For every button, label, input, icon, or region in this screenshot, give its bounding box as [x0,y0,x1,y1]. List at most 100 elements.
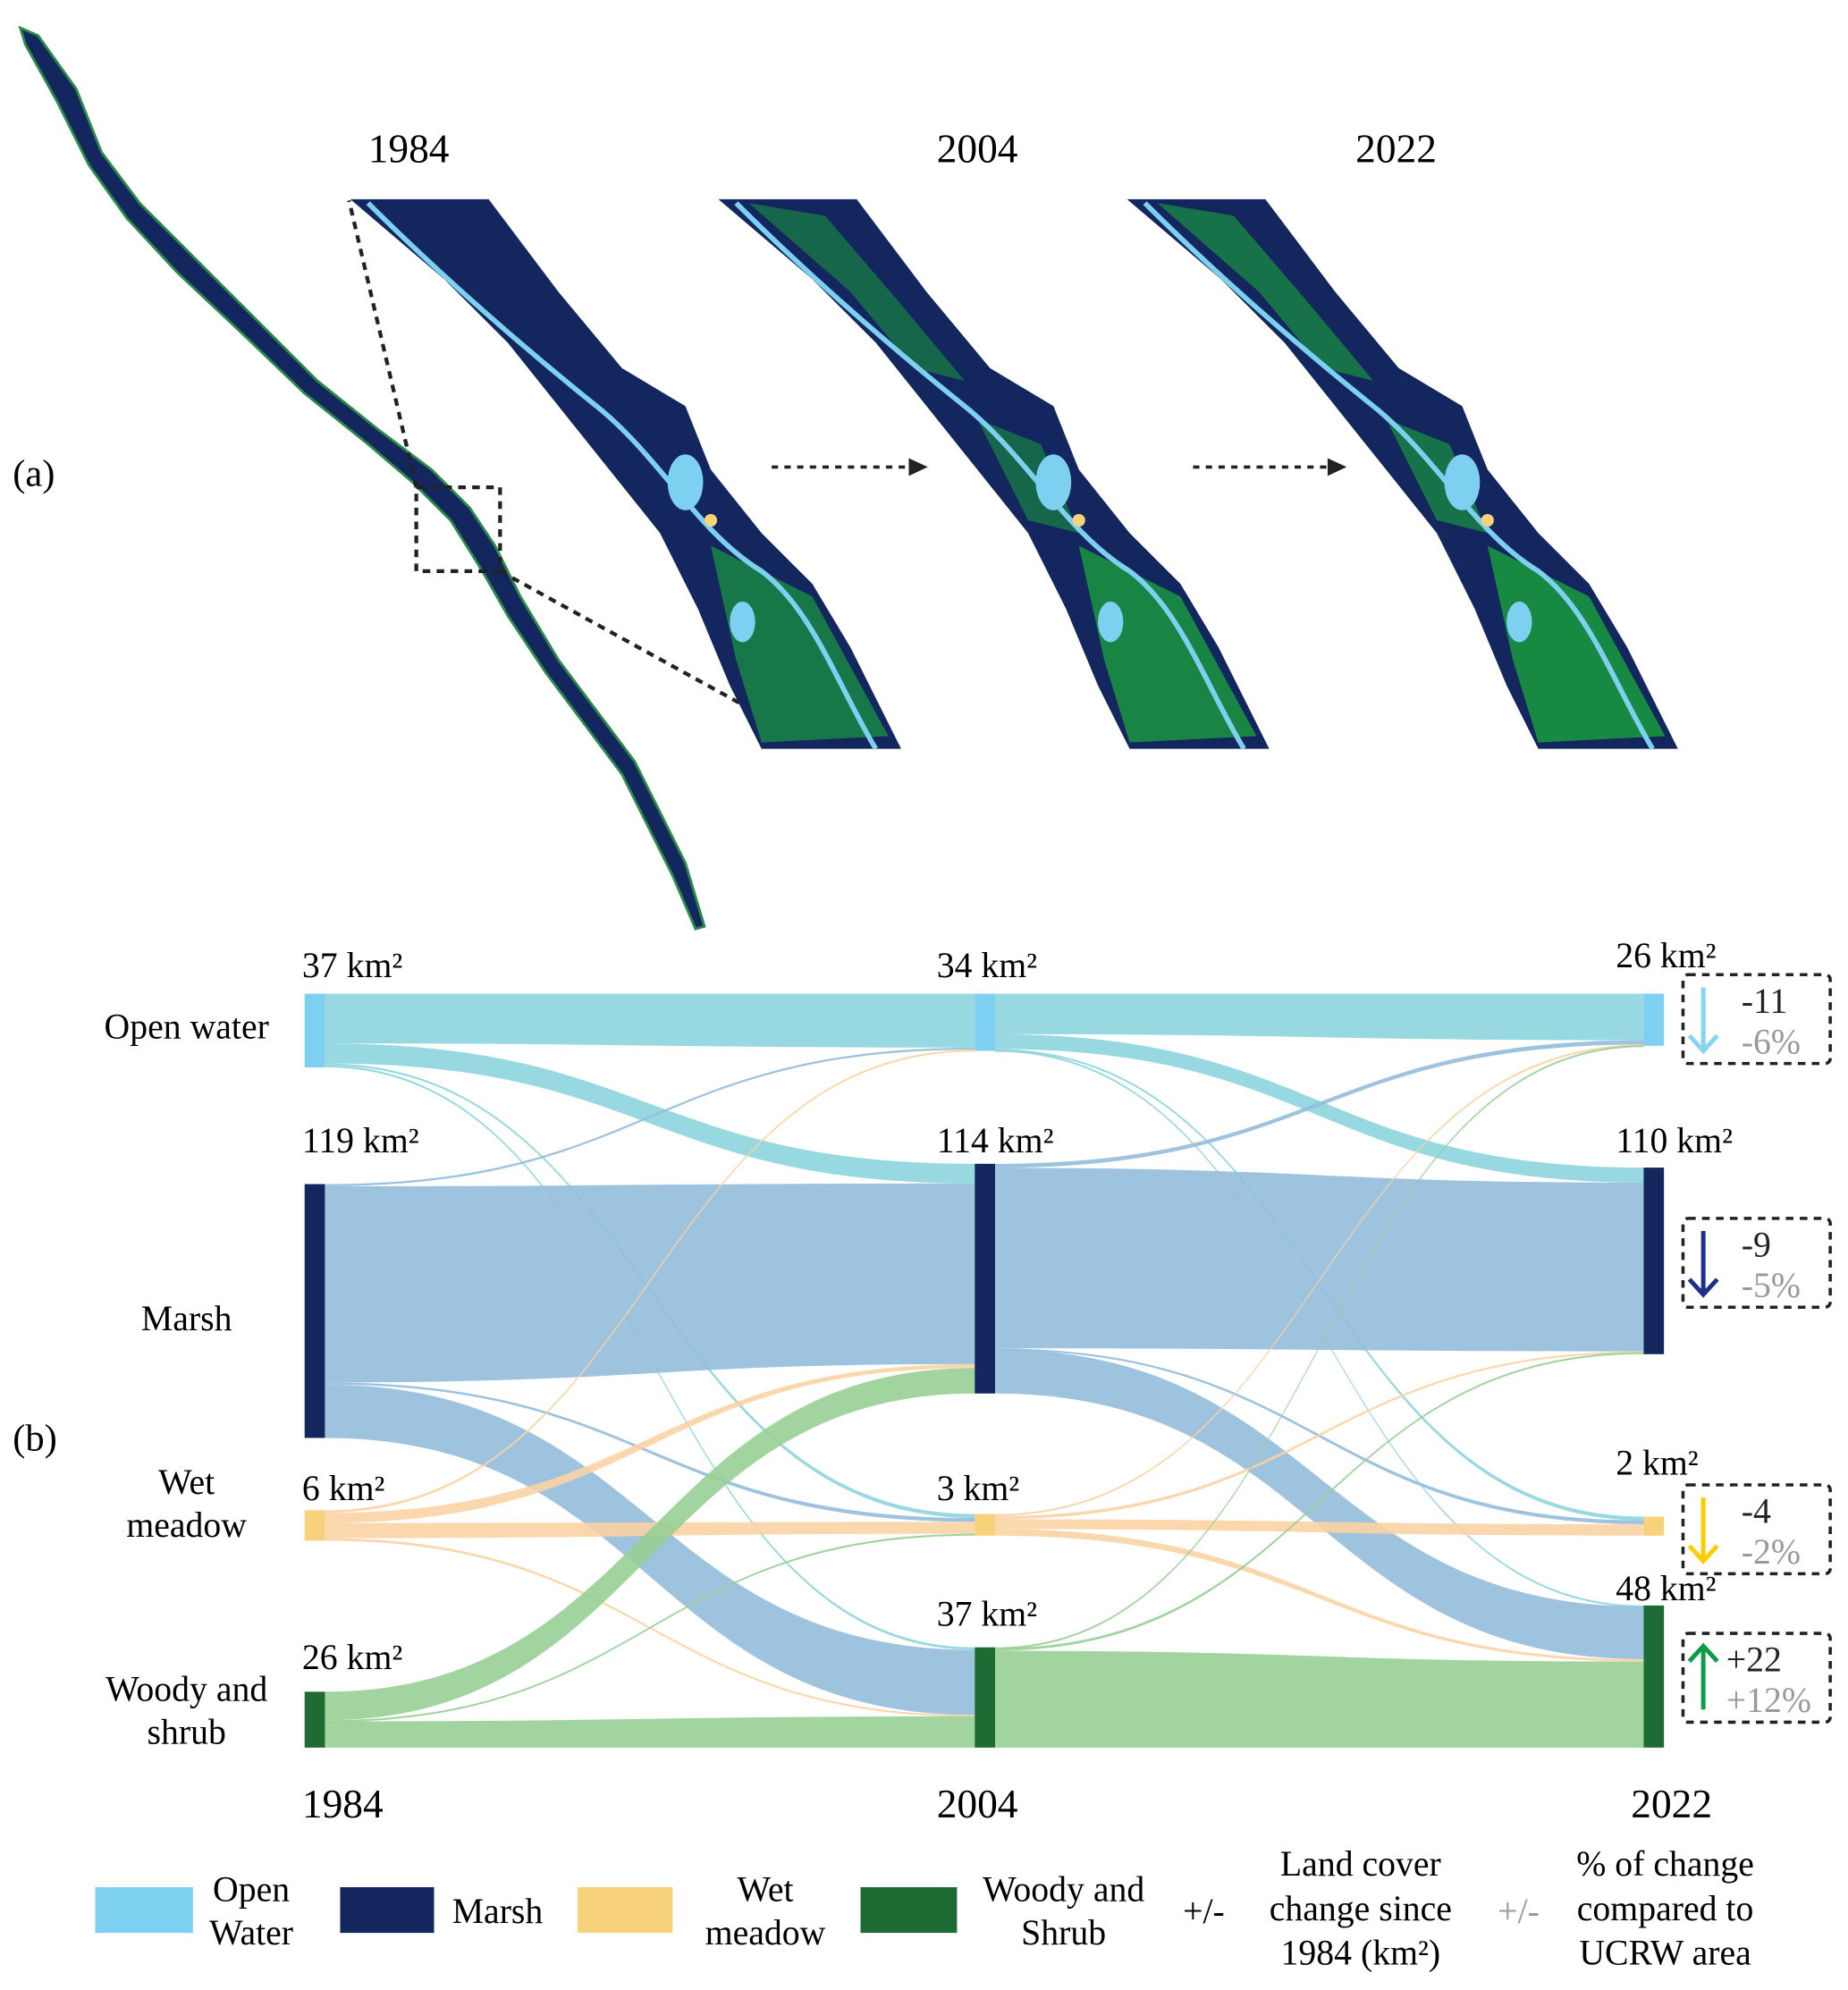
flow-2004-woody-to-2022-woody [995,1650,1644,1748]
legend-label-open-water-line: Open [213,1870,290,1910]
flow-1984-woody-to-2004-wet-meadow [325,1533,975,1723]
change-abs: -11 [1742,982,1788,1021]
flow-2004-woody-to-2022-open-water [995,1045,1644,1649]
flow-2004-open-water-to-2022-marsh [995,1033,1644,1183]
flow-2004-wet-meadow-to-2022-marsh [995,1351,1644,1520]
legend-label-woody: Woody and Shrub [983,1870,1144,1952]
legend-label-open-water: Open Water [209,1870,293,1952]
zoom-box [414,485,502,573]
flow-2004-marsh-to-2022-woody [995,1349,1644,1659]
flow-1984-marsh-to-2004-marsh [325,1183,975,1383]
change-pct: -6% [1742,1022,1801,1061]
node-1984-woody [304,1691,325,1748]
node-2004-marsh [975,1163,995,1394]
zoom-line [347,199,418,488]
node-1984-open-water [304,993,325,1067]
legend-abs-text-line: 1984 (km²) [1281,1934,1441,1973]
node-label-2022-wet-meadow: 2 km² [1616,1444,1699,1483]
year-label-a-1984: 1984 [368,127,450,172]
flow-2004-wet-meadow-to-2022-woody [995,1529,1644,1662]
node-2022-wet-meadow [1643,1516,1665,1536]
change-abs: -4 [1742,1492,1771,1531]
node-label-1984-wet-meadow: 6 km² [302,1469,385,1508]
node-label-2022-open-water: 26 km² [1616,936,1716,975]
node-2004-open-water [975,993,995,1051]
legend-swatch-wet-meadow [577,1887,673,1934]
change-box-woody: +22+12% [1681,1632,1832,1724]
row-label-wet-meadow-line: meadow [126,1505,247,1545]
panel-a-label: (a) [13,453,55,495]
flow-2004-wet-meadow-to-2022-wet-meadow [995,1519,1644,1536]
panel-b-label: (b) [13,1418,57,1460]
arrow-1984-2004 [772,458,928,476]
row-label-wet-meadow-line: Wet [158,1463,215,1502]
row-label-woody: Woody and shrub [105,1669,267,1751]
legend-abs-text-line: change since [1270,1889,1452,1928]
land-cover-map-1984 [350,198,901,751]
flow-1984-wet-meadow-to-2004-open-water [325,1050,975,1514]
legend-abs-text-line: Land cover [1280,1844,1441,1884]
legend: Open Water Marsh Wet meadow Woody and Shrub +/-… [95,1844,1754,1973]
node-label-2004-marsh: 114 km² [937,1121,1054,1160]
year-label-a-2022: 2022 [1355,127,1437,172]
legend-label-woody-line: Shrub [1021,1913,1106,1952]
node-2022-open-water [1643,993,1665,1046]
node-1984-wet-meadow [304,1510,325,1541]
legend-label-marsh: Marsh [452,1892,544,1931]
row-label-marsh: Marsh [141,1299,232,1338]
arrow-down-icon [1687,987,1719,1055]
row-label-wet-meadow: Wet meadow [126,1463,247,1545]
row-label-woody-line: shrub [148,1713,226,1752]
year-label-a-2004: 2004 [937,127,1018,172]
legend-pct-text: % of change compared to UCRW area [1576,1844,1754,1972]
change-pct: +12% [1726,1681,1811,1720]
flow-1984-wet-meadow-to-2004-marsh [325,1363,975,1523]
legend-label-marsh-line: Marsh [452,1892,544,1931]
legend-pct-text-line: UCRW area [1579,1934,1751,1973]
flow-1984-marsh-to-2004-open-water [325,1047,975,1186]
legend-swatch-woody [860,1887,958,1934]
panel-b: (b) Open water Marsh Wet meadow Woody and… [13,936,1832,1826]
row-label-open-water: Open water [105,1007,269,1046]
flow-1984-woody-to-2004-marsh [325,1368,975,1721]
node-2004-woody [975,1647,995,1748]
legend-pct-text-line: % of change [1576,1844,1754,1884]
legend-label-open-water-line: Water [209,1913,293,1952]
legend-swatch-marsh [340,1887,435,1934]
legend-abs-text: Land cover change since 1984 (km²) [1270,1844,1452,1972]
panel-a: (a) 1984 2004 2022 [13,25,1678,931]
node-2022-marsh [1643,1168,1665,1354]
year-label-b-2004: 2004 [937,1782,1018,1826]
node-label-1984-woody: 26 km² [302,1638,402,1677]
sankey-nodes: 37 km² 119 km² 6 km² 26 km² 34 km² 114 km² 3 k… [302,936,1733,1748]
arrow-down-icon [1687,1497,1719,1564]
node-label-2022-woody: 48 km² [1616,1569,1716,1608]
land-cover-map-2022 [1127,198,1678,751]
node-label-2022-marsh: 110 km² [1616,1121,1733,1160]
flow-2004-marsh-to-2022-open-water [995,1040,1644,1168]
arrow-2004-2022 [1193,458,1347,476]
legend-swatch-open-water [95,1887,193,1934]
flow-1984-woody-to-2004-woody [325,1716,975,1748]
node-label-2004-open-water: 34 km² [937,946,1037,985]
change-abs: +22 [1726,1640,1782,1680]
change-pct: -5% [1742,1266,1801,1305]
change-box-open-water: -11-6% [1681,973,1832,1066]
legend-label-wet-meadow-line: Wet [738,1870,794,1910]
change-box-marsh: -9-5% [1681,1217,1832,1310]
legend-label-wet-meadow: Wet meadow [705,1870,826,1952]
sankey-flows [325,993,1644,1748]
year-label-b-2022: 2022 [1631,1782,1712,1826]
legend-abs-symbol: +/- [1183,1892,1225,1931]
change-box-wet-meadow: -4-2% [1681,1483,1832,1576]
node-label-1984-marsh: 119 km² [302,1121,419,1160]
change-abs: -9 [1742,1225,1771,1264]
flow-1984-marsh-to-2004-wet-meadow [325,1382,975,1522]
node-label-2004-woody: 37 km² [937,1595,1037,1634]
flow-2004-woody-to-2022-marsh [995,1352,1644,1651]
flow-2004-wet-meadow-to-2022-open-water [995,1044,1644,1516]
flow-1984-open-water-to-2004-marsh [325,1043,975,1184]
flow-1984-open-water-to-2004-open-water [325,993,975,1048]
land-cover-map-2004 [718,198,1270,751]
